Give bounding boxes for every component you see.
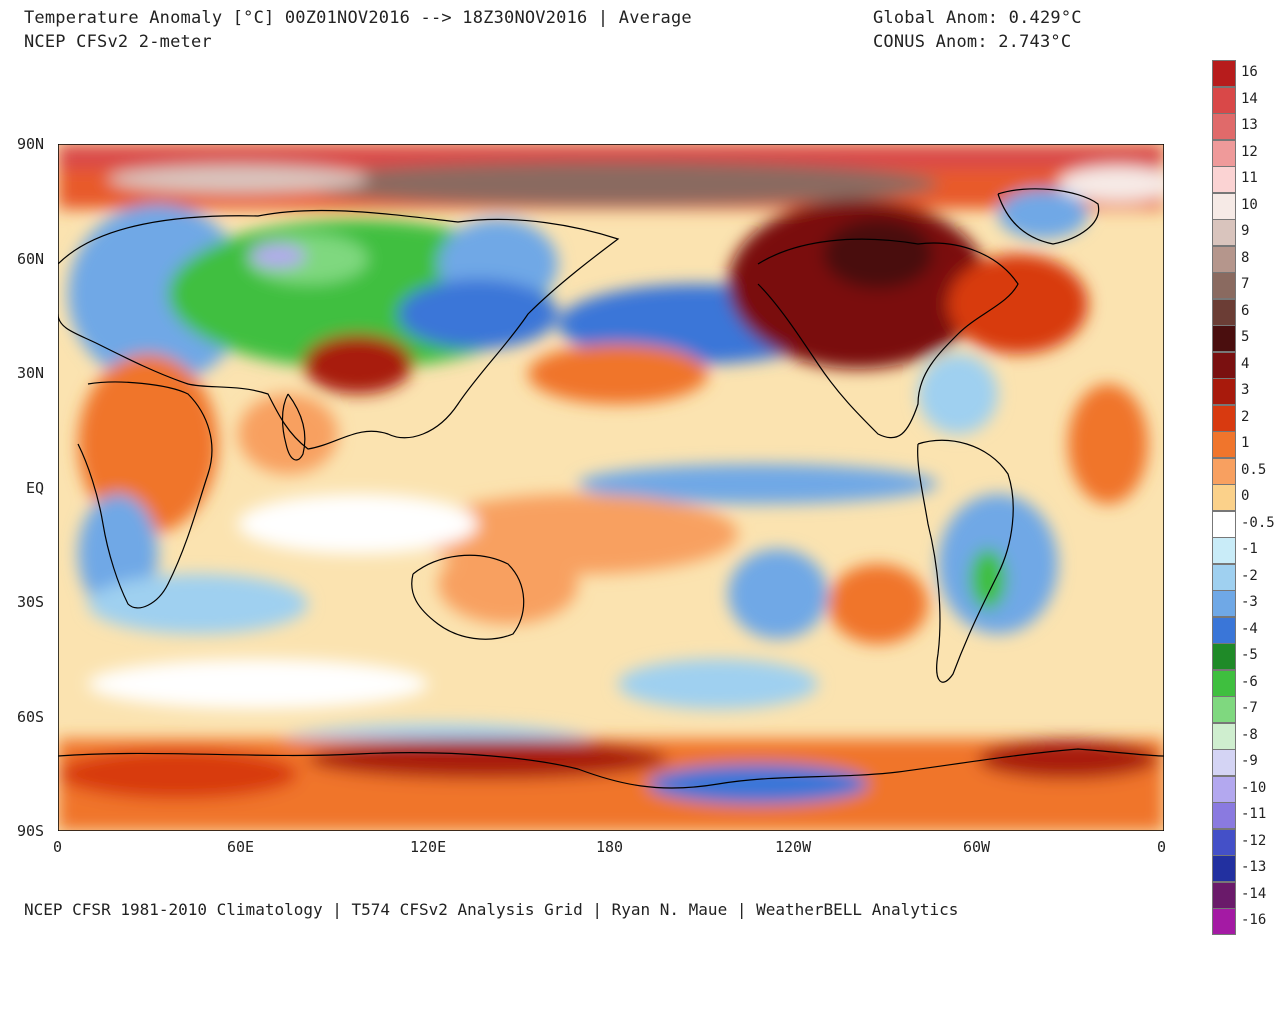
colorbar-swatch — [1212, 457, 1236, 485]
colorbar-swatch — [1212, 484, 1236, 511]
colorbar-swatch — [1212, 696, 1236, 723]
colorbar-swatch — [1212, 590, 1236, 617]
colorbar-swatch — [1212, 749, 1236, 776]
colorbar-swatch — [1212, 86, 1236, 114]
eurasia-outline — [58, 209, 620, 450]
australia-outline — [411, 554, 525, 640]
land-outlines — [58, 188, 1164, 789]
colorbar-label: -2 — [1241, 567, 1258, 584]
colorbar-label: -14 — [1241, 885, 1267, 902]
colorbar-label: 7 — [1241, 276, 1250, 292]
lon-tick-60e: 60E — [227, 838, 255, 856]
north-america-outline — [757, 238, 1019, 439]
colorbar-label: -16 — [1241, 912, 1267, 928]
antarctica-outline — [58, 748, 1164, 789]
colorbar-label: 4 — [1241, 355, 1250, 372]
colorbar-label: -10 — [1241, 779, 1267, 796]
colorbar-label: -12 — [1241, 832, 1267, 849]
colorbar-swatch — [1212, 881, 1236, 909]
lon-tick-120w: 120W — [775, 838, 812, 856]
map-subtitle: NCEP CFSv2 2-meter — [24, 32, 212, 52]
colorbar-swatch — [1212, 431, 1236, 458]
colorbar-label: 9 — [1241, 223, 1250, 239]
anomaly-map — [58, 144, 1164, 831]
colorbar-swatch — [1212, 404, 1236, 432]
colorbar-swatch — [1212, 669, 1236, 697]
colorbar-label: -4 — [1241, 620, 1258, 637]
south-america-outline — [917, 439, 1014, 683]
map-title: Temperature Anomaly [°C] 00Z01NOV2016 --… — [24, 8, 692, 28]
colorbar-swatch — [1212, 828, 1236, 856]
colorbar-label: -8 — [1241, 726, 1258, 743]
colorbar-label: -7 — [1241, 700, 1258, 716]
colorbar-swatch — [1212, 139, 1236, 167]
lat-tick-90n: 90N — [17, 135, 45, 153]
colorbar-label: 13 — [1241, 117, 1258, 133]
colorbar-swatch — [1212, 537, 1236, 564]
colorbar-swatch — [1212, 166, 1236, 193]
colorbar-swatch — [1212, 325, 1236, 352]
colorbar-label: -9 — [1241, 753, 1258, 769]
colorbar-label: -6 — [1241, 673, 1258, 690]
colorbar-swatch — [1212, 219, 1236, 246]
colorbar-label: 1 — [1241, 435, 1250, 451]
greenland-outline — [997, 188, 1100, 245]
africa-outline — [77, 381, 213, 609]
colorbar-swatch — [1212, 563, 1236, 591]
colorbar-swatch — [1212, 272, 1236, 299]
colorbar-swatch — [1212, 60, 1236, 87]
colorbar-swatch — [1212, 298, 1236, 326]
lat-tick-90s: 90S — [17, 822, 45, 840]
colorbar-label: -5 — [1241, 647, 1258, 663]
colorbar-swatch — [1212, 855, 1236, 882]
lat-tick-30n: 30N — [17, 364, 45, 382]
colorbar-label: 11 — [1241, 170, 1258, 186]
colorbar-swatch — [1212, 616, 1236, 644]
colorbar-swatch — [1212, 722, 1236, 750]
lon-tick-120e: 120E — [410, 838, 447, 856]
colorbar-label: 0.5 — [1241, 461, 1267, 478]
colorbar-swatch — [1212, 378, 1236, 405]
lon-tick-180: 180 — [596, 838, 624, 856]
conus-anomaly-readout: CONUS Anom: 2.743°C — [873, 32, 1072, 52]
colorbar-swatch — [1212, 351, 1236, 379]
colorbar-swatch — [1212, 510, 1236, 538]
colorbar-label: -1 — [1241, 541, 1258, 557]
colorbar-label: 2 — [1241, 408, 1250, 425]
lon-tick-0-east: 0 — [1157, 838, 1167, 856]
lon-tick-0: 0 — [53, 838, 63, 856]
india-outline — [281, 393, 306, 461]
colorbar-label: 10 — [1241, 196, 1258, 213]
colorbar-label: -11 — [1241, 806, 1267, 822]
colorbar-swatch — [1212, 192, 1236, 220]
colorbar-swatch — [1212, 775, 1236, 803]
colorbar-label: 6 — [1241, 302, 1250, 319]
colorbar-swatch — [1212, 802, 1236, 829]
credits-footer: NCEP CFSR 1981-2010 Climatology | T574 C… — [24, 900, 959, 919]
colorbar-label: 8 — [1241, 249, 1250, 266]
colorbar-label: 5 — [1241, 329, 1250, 345]
lat-tick-eq: EQ — [26, 479, 45, 497]
colorbar-swatch — [1212, 113, 1236, 140]
colorbar-swatch — [1212, 643, 1236, 670]
lat-tick-30s: 30S — [17, 593, 45, 611]
colorbar-label: 0 — [1241, 488, 1250, 504]
colorbar-label: 16 — [1241, 64, 1258, 80]
colorbar-label: 12 — [1241, 143, 1258, 160]
lat-tick-60s: 60S — [17, 708, 45, 726]
colorbar-swatch — [1212, 908, 1236, 935]
lon-tick-60w: 60W — [963, 838, 991, 856]
colorbar-label: -0.5 — [1241, 514, 1275, 531]
colorbar-swatch — [1212, 245, 1236, 273]
anomaly-map-canvas — [58, 144, 1164, 831]
colorbar-label: -3 — [1241, 594, 1258, 610]
global-anomaly-readout: Global Anom: 0.429°C — [873, 8, 1082, 28]
colorbar-label: 3 — [1241, 382, 1250, 398]
colorbar-label: 14 — [1241, 90, 1258, 107]
colorbar-label: -13 — [1241, 859, 1267, 875]
lat-tick-60n: 60N — [17, 250, 45, 268]
